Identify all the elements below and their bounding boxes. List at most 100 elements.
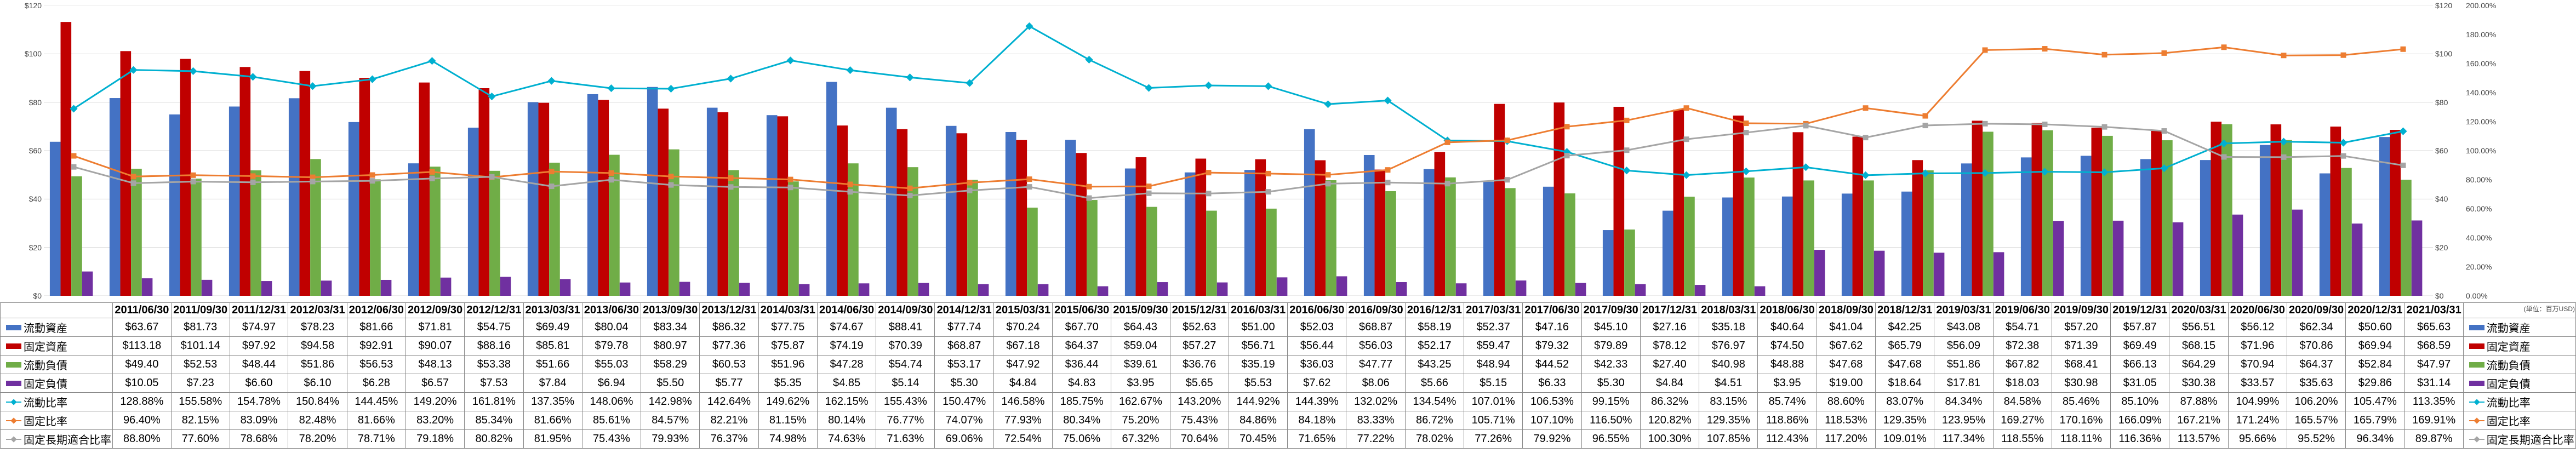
bar-流動資産-30 xyxy=(1842,193,1853,296)
bar-固定負債-26 xyxy=(1635,284,1646,296)
table-cell: 154.78% xyxy=(230,393,288,411)
table-cell: $5.15 xyxy=(1464,374,1523,393)
table-cell: 72.54% xyxy=(993,430,1052,449)
table-cell: 80.82% xyxy=(465,430,523,449)
table-right-corner xyxy=(2463,303,2575,318)
bar-固定負債-14 xyxy=(918,283,929,296)
table-cell: $80.04 xyxy=(582,318,641,337)
bar-固定負債-4 xyxy=(321,280,332,296)
bar-流動資産-37 xyxy=(2260,145,2271,296)
table-cell: 96.40% xyxy=(113,411,172,430)
table-cell: $5.77 xyxy=(700,374,758,393)
table-cell: $52.03 xyxy=(1288,318,1346,337)
table-cell: $56.09 xyxy=(1934,337,1993,356)
bar-流動資産-31 xyxy=(1901,192,1912,296)
yR-dollar-tick: $40 xyxy=(2435,194,2448,203)
table-cell: 78.68% xyxy=(230,430,288,449)
bar-流動負債-31 xyxy=(1923,170,1934,296)
table-cell: $4.84 xyxy=(993,374,1052,393)
table-cell: $64.37 xyxy=(2287,356,2345,374)
table-cell: 166.09% xyxy=(2111,411,2169,430)
table-cell: $77.74 xyxy=(935,318,993,337)
table-cell: 118.53% xyxy=(1817,411,1875,430)
table-cell: $54.71 xyxy=(1993,318,2052,337)
table-cell: $72.38 xyxy=(1993,337,2052,356)
table-cell: 78.02% xyxy=(1405,430,1464,449)
bar-固定負債-28 xyxy=(1755,286,1766,296)
bar-固定負債-21 xyxy=(1336,276,1347,296)
table-col-header: 2015/12/31 xyxy=(1170,303,1229,318)
table-cell: $51.86 xyxy=(1934,356,1993,374)
bar-流動資産-18 xyxy=(1125,169,1136,296)
table-cell: $52.84 xyxy=(2346,356,2404,374)
table-cell: 150.47% xyxy=(935,393,993,411)
bar-固定負債-3 xyxy=(261,281,272,296)
bar-固定負債-10 xyxy=(679,282,690,296)
table-cell: $69.49 xyxy=(2111,337,2169,356)
table-cell: $68.15 xyxy=(2169,337,2228,356)
bar-流動資産-6 xyxy=(408,163,419,296)
table-cell: $74.97 xyxy=(230,318,288,337)
table-cell: 95.66% xyxy=(2228,430,2287,449)
bar-流動負債-21 xyxy=(1326,180,1336,296)
table-cell: $48.94 xyxy=(1464,356,1523,374)
row-header-right: 固定資産 xyxy=(2463,337,2575,356)
bar-固定資産-26 xyxy=(1614,107,1625,296)
table-cell: $3.95 xyxy=(1758,374,1817,393)
yL-tick: $60 xyxy=(3,146,42,155)
table-cell: $42.25 xyxy=(1875,318,1934,337)
table-cell: 169.27% xyxy=(1993,411,2052,430)
bar-固定資産-29 xyxy=(1793,132,1804,296)
bar-固定負債-5 xyxy=(381,280,392,296)
table-cell: $4.84 xyxy=(1640,374,1699,393)
yL-tick: $0 xyxy=(3,291,42,300)
table-cell: $56.53 xyxy=(347,356,405,374)
bar-固定負債-35 xyxy=(2173,222,2184,296)
bar-流動資産-33 xyxy=(2021,157,2032,296)
bar-流動負債-32 xyxy=(1983,131,1994,296)
bar-固定負債-6 xyxy=(441,278,452,296)
bar-固定資産-24 xyxy=(1494,104,1505,296)
table-cell: 142.98% xyxy=(641,393,700,411)
bar-流動負債-3 xyxy=(250,170,261,296)
table-cell: $51.86 xyxy=(288,356,347,374)
bar-固定資産-23 xyxy=(1435,152,1446,296)
table-cell: 142.64% xyxy=(700,393,758,411)
table-col-header: 2014/03/31 xyxy=(758,303,817,318)
table-cell: 85.74% xyxy=(1758,393,1817,411)
table-cell: $83.34 xyxy=(641,318,700,337)
table-cell: 107.85% xyxy=(1699,430,1758,449)
table-cell: 129.35% xyxy=(1875,411,1934,430)
bar-固定資産-33 xyxy=(2032,123,2043,296)
table-cell: $67.18 xyxy=(993,337,1052,356)
table-cell: $86.32 xyxy=(700,318,758,337)
row-header-right: 流動比率 xyxy=(2463,393,2575,411)
bar-固定資産-35 xyxy=(2151,131,2162,296)
table-cell: $56.03 xyxy=(1346,337,1405,356)
table-col-header: 2020/06/30 xyxy=(2228,303,2287,318)
bar-流動負債-38 xyxy=(2341,168,2352,296)
table-col-header: 2015/06/30 xyxy=(1053,303,1111,318)
table-cell: $51.66 xyxy=(523,356,582,374)
bar-流動負債-16 xyxy=(1027,208,1038,296)
yR-dollar-tick: $80 xyxy=(2435,98,2448,107)
bar-固定資産-19 xyxy=(1196,159,1207,296)
table-cell: $47.16 xyxy=(1523,318,1581,337)
table-cell: 69.06% xyxy=(935,430,993,449)
table-cell: $48.88 xyxy=(1758,356,1817,374)
table-cell: 148.06% xyxy=(582,393,641,411)
table-col-header: 2011/12/31 xyxy=(230,303,288,318)
bar-流動資産-32 xyxy=(1961,163,1972,296)
table-cell: $70.86 xyxy=(2287,337,2345,356)
bar-流動資産-10 xyxy=(647,87,658,296)
table-cell: 170.16% xyxy=(2052,411,2110,430)
bar-流動資産-8 xyxy=(528,102,539,296)
table-col-header: 2018/06/30 xyxy=(1758,303,1817,318)
table-cell: $30.98 xyxy=(2052,374,2110,393)
table-cell: 107.10% xyxy=(1523,411,1581,430)
table-cell: $53.38 xyxy=(465,356,523,374)
table-cell: 84.86% xyxy=(1229,411,1287,430)
table-col-header: 2018/09/30 xyxy=(1817,303,1875,318)
yL-tick: $120 xyxy=(3,1,42,10)
table-cell: $42.33 xyxy=(1581,356,1640,374)
